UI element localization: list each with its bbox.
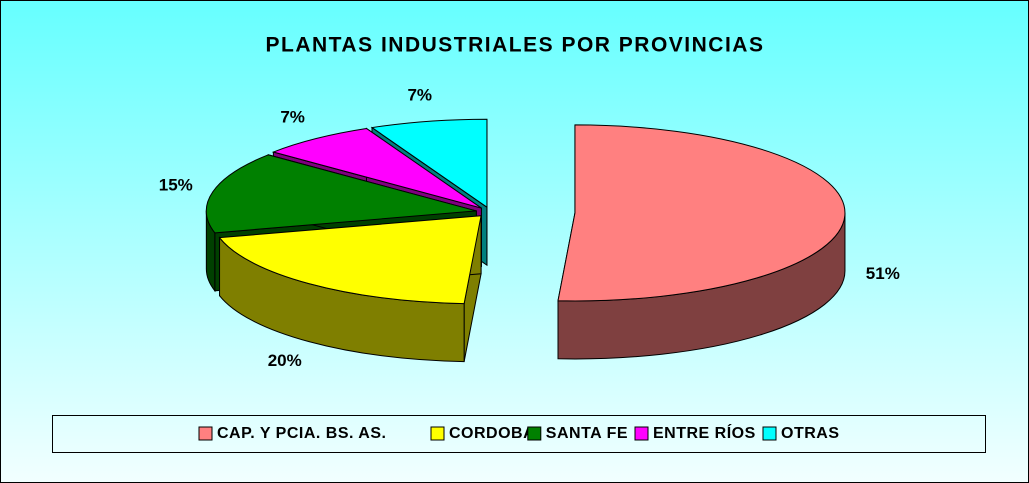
legend-swatch	[762, 426, 777, 441]
legend-swatch	[527, 426, 542, 441]
legend-label: CORDOBA	[449, 425, 535, 442]
slice-top	[205, 154, 477, 234]
legend-label: ENTRE RÍOS	[653, 423, 756, 442]
legend-swatch	[198, 426, 213, 441]
slice-top	[557, 124, 846, 302]
chart-title: PLANTAS INDUSTRIALES POR PROVINCIAS	[266, 34, 765, 57]
legend-box	[52, 415, 986, 453]
data-label: 51%	[866, 264, 900, 283]
slice-top	[271, 127, 482, 209]
slice-top	[370, 118, 488, 209]
data-label: 15%	[159, 176, 193, 195]
legend-label: SANTA FE	[546, 425, 628, 442]
data-label: 7%	[280, 108, 305, 127]
data-label: 7%	[407, 85, 432, 104]
legend-label: CAP. Y PCIA. BS. AS.	[217, 425, 386, 442]
slice	[557, 124, 846, 360]
data-label: 20%	[268, 351, 302, 370]
slice-top	[218, 215, 482, 305]
slice	[218, 215, 482, 363]
legend-swatch	[634, 426, 649, 441]
legend-label: OTRAS	[781, 425, 840, 442]
legend-swatch	[430, 426, 445, 441]
